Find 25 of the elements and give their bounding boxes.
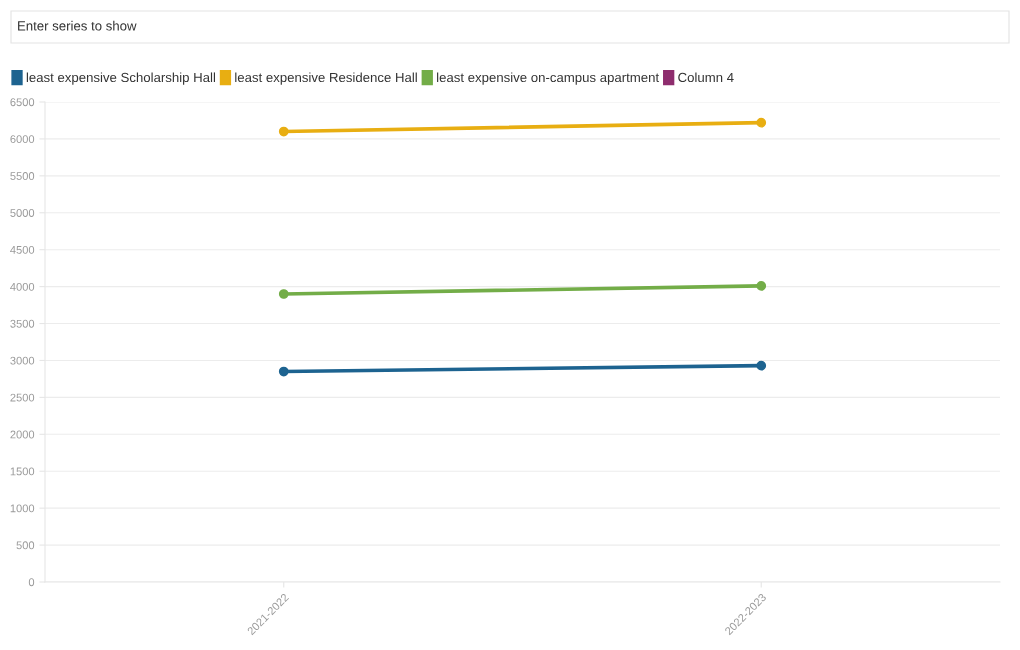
y-tick-label: 6500: [10, 98, 35, 107]
y-tick-label: 5000: [10, 209, 35, 217]
point: [278, 366, 289, 377]
point: [278, 289, 289, 299]
y-tick-label: 6000: [10, 135, 35, 144]
point: [278, 126, 289, 137]
legend-label: least expensive Scholarship Hall: [26, 72, 215, 85]
point: [756, 281, 767, 291]
legend-label: least expensive Residence Hall: [235, 72, 417, 85]
y-tick-label: 1000: [10, 504, 35, 513]
y-tick-label: 4500: [10, 245, 35, 254]
y-tick-label: 2500: [10, 393, 35, 402]
point: [756, 117, 767, 128]
legend-label: Column 4: [678, 72, 734, 83]
y-tick-label: 3000: [10, 356, 35, 365]
text: Enter series to show: [18, 20, 137, 31]
point: [756, 360, 767, 371]
y-tick-label: 2000: [10, 430, 35, 439]
y-tick-label: 1500: [10, 467, 35, 476]
y-tick-label: 0: [28, 578, 35, 587]
y-tick-label: 3500: [10, 319, 35, 328]
y-tick-label: 5500: [10, 172, 35, 180]
y-tick-label: 4000: [10, 282, 35, 291]
legend-label: least expensive on-campus apartment: [437, 72, 660, 85]
y-tick-label: 500: [16, 541, 35, 550]
